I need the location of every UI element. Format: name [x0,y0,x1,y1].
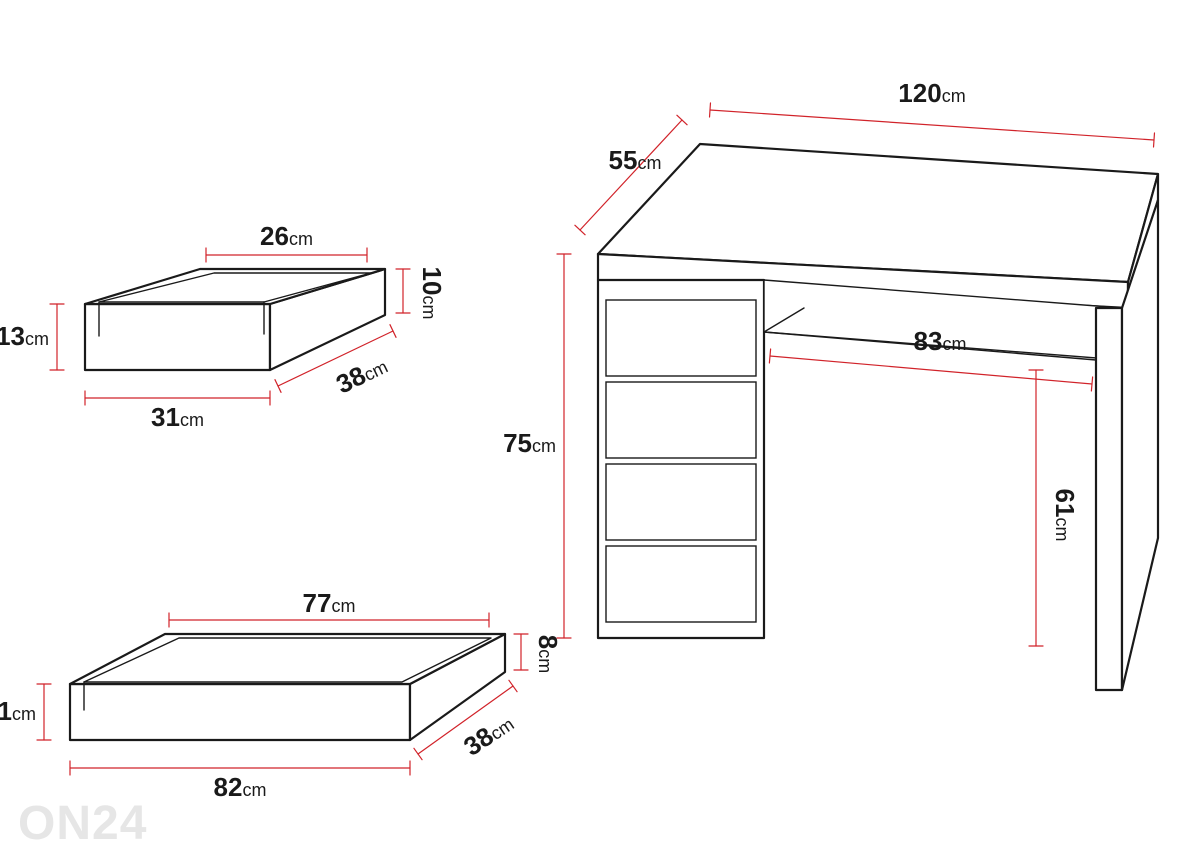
drawer-small [85,269,385,370]
drawer-large [70,634,505,740]
svg-text:75cm: 75cm [503,428,556,458]
svg-text:77cm: 77cm [303,588,356,618]
svg-text:31cm: 31cm [151,402,204,432]
svg-text:10cm: 10cm [417,267,447,320]
svg-text:8cm: 8cm [533,635,563,673]
svg-text:13cm: 13cm [0,321,49,351]
svg-text:38cm: 38cm [458,707,519,761]
svg-text:120cm: 120cm [898,78,965,108]
desk [598,144,1158,690]
svg-text:61cm: 61cm [1050,489,1080,542]
svg-text:26cm: 26cm [260,221,313,251]
watermark: ON24 [18,796,147,851]
dimension-diagram: 26cm31cm13cm10cm38cm77cm82cm11cm8cm38cm5… [0,0,1200,859]
svg-text:11cm: 11cm [0,696,36,726]
svg-text:82cm: 82cm [214,772,267,802]
svg-text:55cm: 55cm [609,145,662,175]
